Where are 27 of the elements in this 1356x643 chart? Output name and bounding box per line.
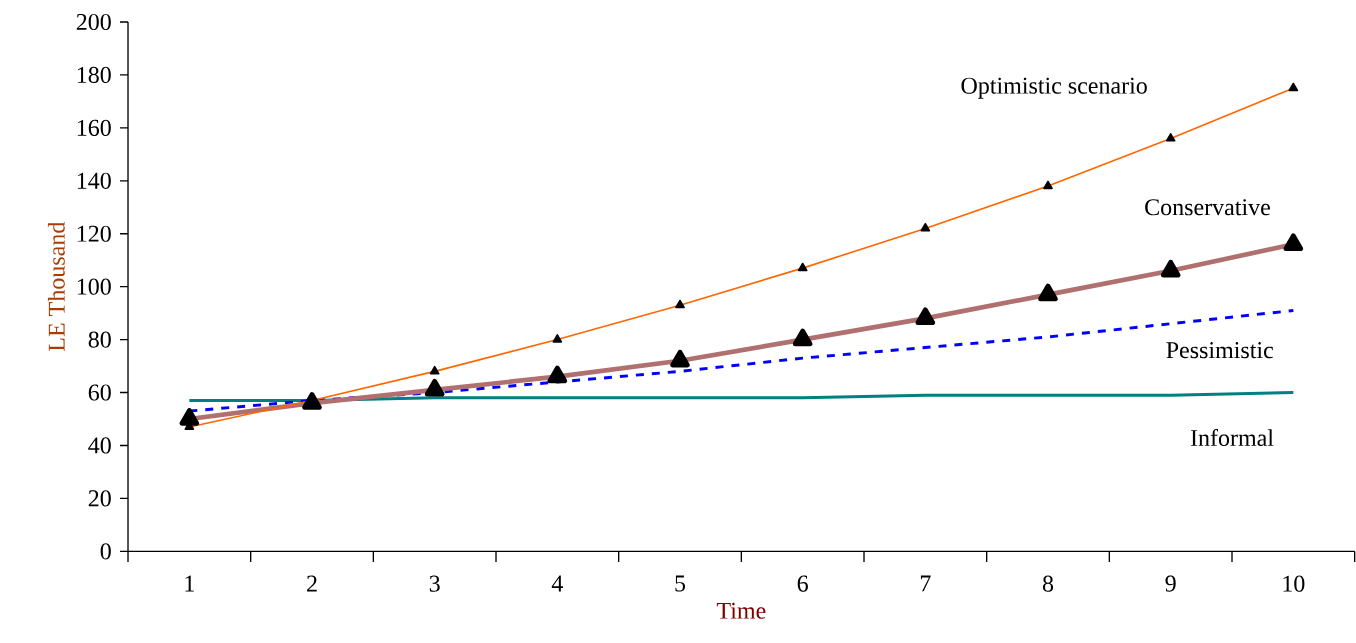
y-tick-label: 20	[88, 490, 111, 507]
series-label: Pessimistic	[1166, 342, 1274, 359]
x-tick-label: 6	[797, 575, 808, 592]
y-tick-label: 180	[77, 67, 111, 84]
y-tick-label: 200	[76, 14, 111, 31]
x-tick-label: 9	[1165, 575, 1176, 592]
x-axis-title: Time	[716, 602, 766, 620]
y-tick-label: 140	[77, 172, 111, 190]
series-label: Informal	[1190, 429, 1274, 447]
series-label: Conservative	[1145, 199, 1270, 216]
y-tick-label: 160	[77, 119, 111, 137]
x-tick-label: 2	[307, 575, 317, 592]
x-tick-label: 7	[920, 575, 931, 592]
x-tick-label: 3	[429, 575, 440, 592]
x-tick-label: 5	[675, 575, 686, 592]
y-tick-label: 120	[77, 225, 111, 242]
x-tick-label: 10	[1283, 575, 1305, 592]
y-tick-label: 60	[88, 384, 111, 401]
x-tick-label: 4	[551, 575, 563, 592]
y-tick-label: 0	[100, 543, 111, 560]
y-tick-label: 80	[88, 331, 111, 348]
x-tick-label: 8	[1042, 575, 1054, 592]
y-tick-label: 100	[77, 278, 111, 295]
x-tick-label: 1	[185, 575, 194, 592]
series-label: Optimistic scenario	[961, 77, 1147, 99]
y-axis-title: LE Thousand	[47, 222, 65, 352]
y-tick-label: 40	[88, 437, 111, 454]
